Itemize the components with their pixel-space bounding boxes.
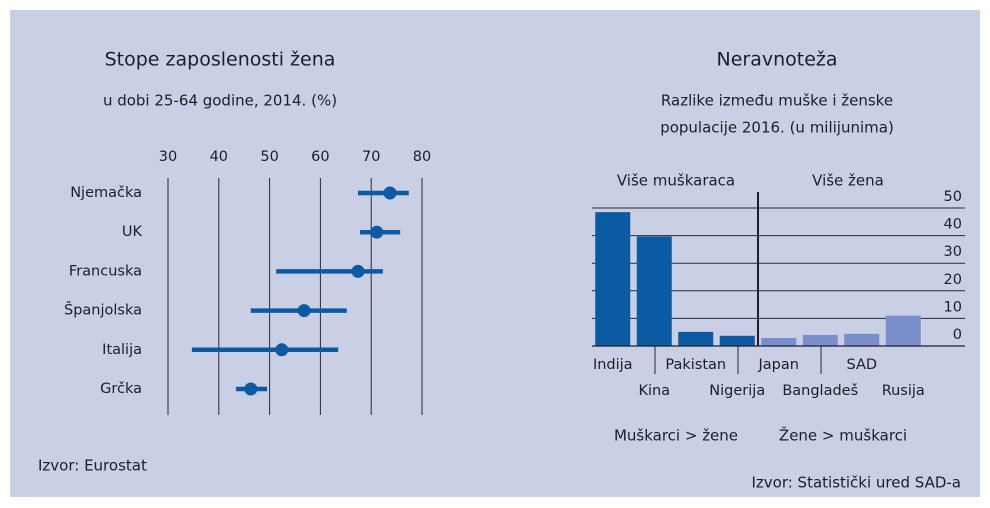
dot bbox=[370, 225, 384, 239]
y-tick-label: 40 bbox=[944, 217, 962, 233]
x-tick-label: 80 bbox=[413, 149, 431, 165]
dot bbox=[383, 186, 397, 200]
source: Izvor: Statistički ured SAD-a bbox=[751, 474, 961, 492]
y-tick-label: 30 bbox=[944, 244, 962, 260]
y-tick-label: 50 bbox=[944, 189, 962, 205]
dot bbox=[275, 343, 289, 357]
x-tick-label: 50 bbox=[260, 149, 278, 165]
x-tick-label: SAD bbox=[846, 357, 877, 373]
x-tick-label: 30 bbox=[159, 149, 177, 165]
dot bbox=[297, 304, 311, 318]
x-tick-label: Indija bbox=[593, 357, 633, 373]
y-tick-label: 10 bbox=[944, 299, 962, 315]
source: Izvor: Eurostat bbox=[38, 457, 147, 475]
x-tick-label: Nigerija bbox=[709, 383, 765, 399]
bar bbox=[802, 334, 838, 346]
y-tick-label: Italija bbox=[102, 342, 142, 358]
bar bbox=[885, 315, 921, 346]
y-tick-label: Španjolska bbox=[64, 301, 142, 319]
y-tick-label: Francuska bbox=[69, 263, 142, 279]
chart-title: Stope zaposlenosti žena bbox=[105, 49, 336, 71]
x-tick-label: Japan bbox=[758, 357, 799, 373]
panel bbox=[10, 10, 980, 497]
bar bbox=[636, 236, 672, 346]
annotation: Više muškaraca bbox=[617, 172, 735, 190]
x-tick-label: Bangladeš bbox=[782, 383, 858, 399]
legend-entry: Muškarci > žene bbox=[614, 427, 738, 445]
y-tick-label: 20 bbox=[944, 272, 962, 288]
bar bbox=[678, 331, 714, 346]
legend-entry: Žene > muškarci bbox=[779, 426, 907, 445]
x-tick-label: Kina bbox=[638, 383, 670, 399]
annotation: Više žena bbox=[812, 172, 884, 190]
chart-subtitle: u dobi 25-64 godine, 2014. (%) bbox=[103, 92, 337, 110]
x-tick-label: Rusija bbox=[882, 383, 925, 399]
y-tick-label: Grčka bbox=[100, 381, 142, 397]
y-tick-label: Njemačka bbox=[70, 185, 142, 201]
chart-subtitle: Razlike između muške i ženske bbox=[661, 92, 893, 110]
x-tick-label: Pakistan bbox=[665, 357, 726, 373]
y-tick-label: 0 bbox=[953, 327, 962, 343]
bar bbox=[761, 337, 797, 346]
y-tick-label: UK bbox=[122, 224, 143, 240]
dot bbox=[244, 382, 258, 396]
bar bbox=[595, 212, 631, 346]
bar bbox=[719, 335, 755, 346]
dot bbox=[351, 264, 365, 278]
x-tick-label: 60 bbox=[311, 149, 329, 165]
chart-subtitle: populacije 2016. (u milijunima) bbox=[660, 119, 894, 137]
chart-title: Neravnoteža bbox=[716, 49, 837, 71]
x-tick-label: 40 bbox=[210, 149, 228, 165]
bar bbox=[844, 333, 880, 346]
x-tick-label: 70 bbox=[362, 149, 380, 165]
